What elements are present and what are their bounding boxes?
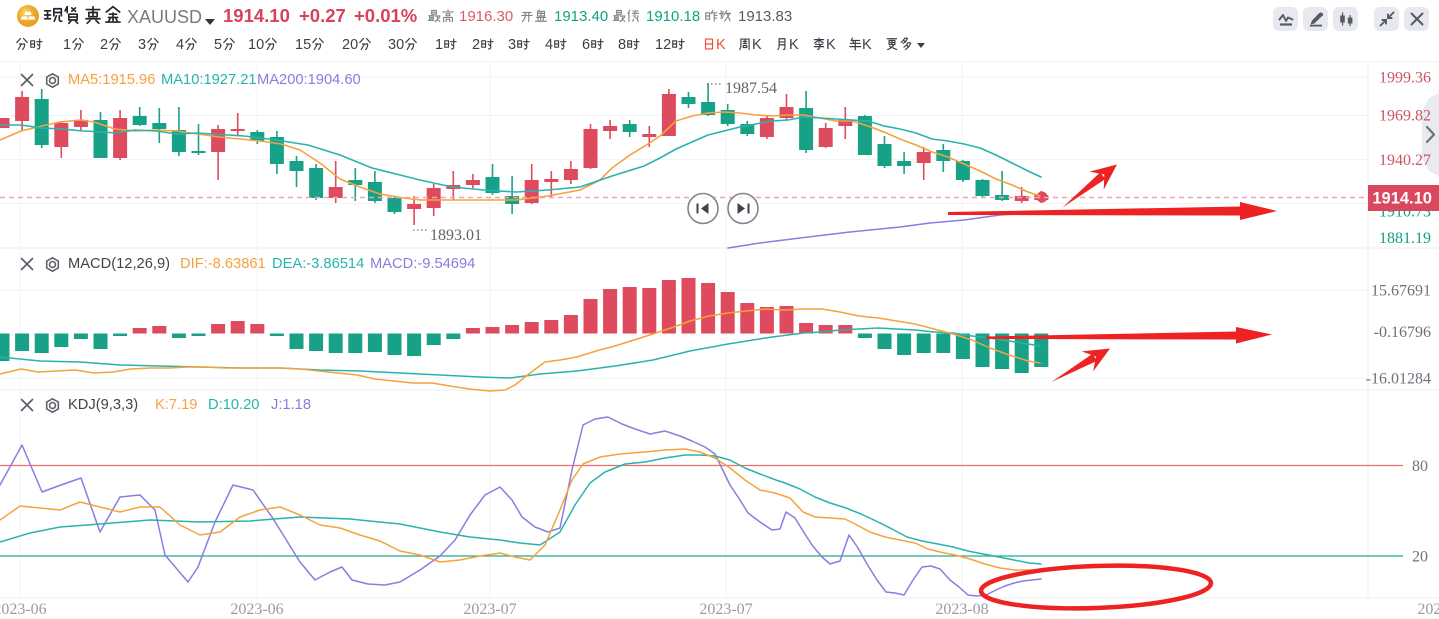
svg-text:1914.10: 1914.10 (1372, 190, 1432, 208)
svg-text:2023-07: 2023-07 (699, 601, 752, 618)
svg-text:-16.01284: -16.01284 (1366, 371, 1431, 388)
svg-text:2023-08: 2023-08 (1417, 601, 1439, 618)
svg-text:1999.36: 1999.36 (1379, 70, 1431, 87)
svg-text:1940.27: 1940.27 (1379, 152, 1431, 169)
svg-text:1881.19: 1881.19 (1379, 230, 1431, 247)
svg-text:2023-06: 2023-06 (0, 601, 47, 618)
svg-text:15.67691: 15.67691 (1371, 283, 1431, 300)
svg-text:1893.01: 1893.01 (430, 227, 482, 244)
svg-text:2023-07: 2023-07 (463, 601, 516, 618)
svg-text:1987.54: 1987.54 (725, 80, 777, 97)
svg-text:80: 80 (1412, 458, 1428, 475)
svg-text:2023-08: 2023-08 (935, 601, 988, 618)
svg-text:20: 20 (1412, 549, 1428, 566)
svg-text:-0.16796: -0.16796 (1374, 324, 1431, 341)
svg-text:2023-06: 2023-06 (230, 601, 283, 618)
svg-text:1969.82: 1969.82 (1379, 108, 1431, 125)
